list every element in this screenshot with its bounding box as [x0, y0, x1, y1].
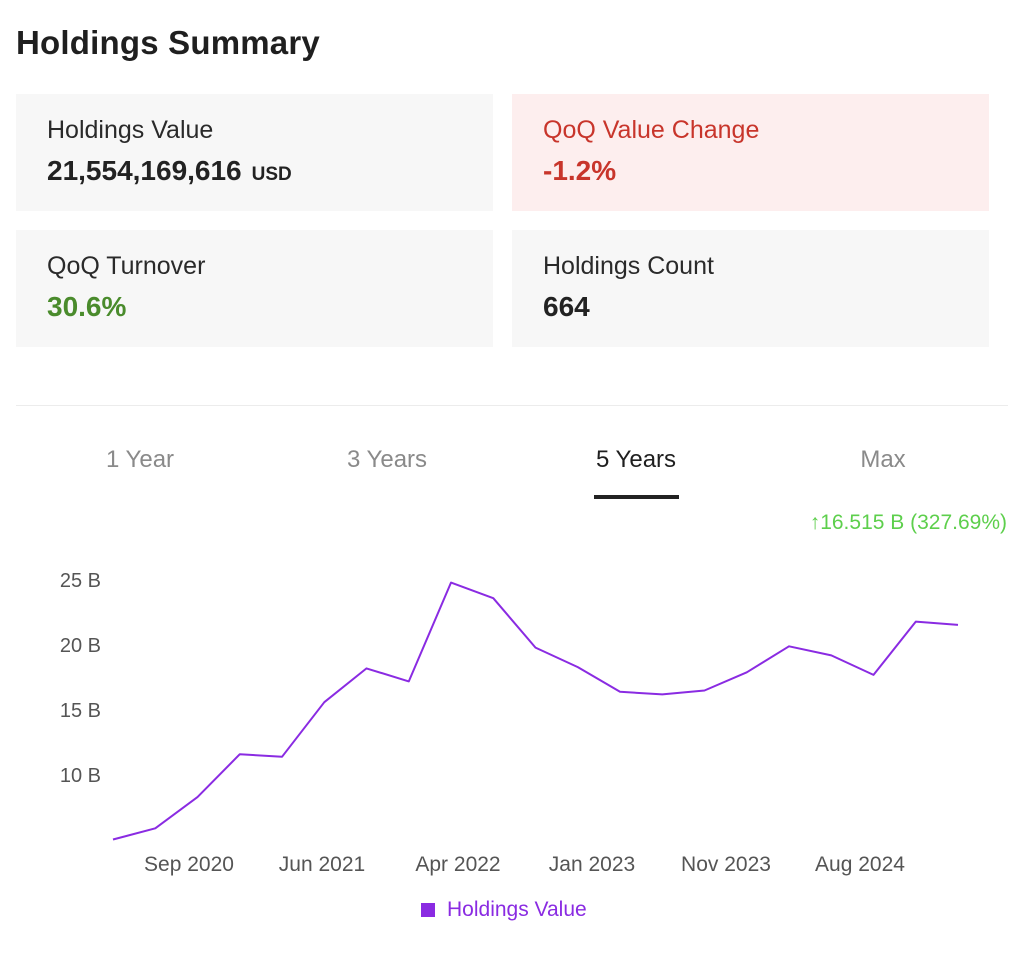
data-point[interactable] [195, 794, 201, 800]
holdings-value-label: Holdings Value [47, 116, 214, 144]
y-tick-label: 10 B [60, 765, 101, 787]
data-point[interactable] [152, 825, 158, 831]
period-change-text: 16.515 B (327.69%) [820, 511, 1007, 534]
data-point[interactable] [533, 645, 539, 651]
holdings-value-chart: 10 B 15 B 20 B 25 B Sep 2020 Jun 2021 Apr 2022… [60, 570, 961, 876]
qoq-value-change-label: QoQ Value Change [543, 116, 760, 144]
up-arrow-icon: ↑ [809, 511, 821, 534]
x-tick-label: Jun 2021 [279, 853, 365, 876]
tab-5-years[interactable]: 5 Years [595, 446, 677, 473]
tab-max[interactable]: Max [860, 446, 906, 473]
page-title: Holdings Summary [16, 24, 320, 61]
data-point[interactable] [913, 619, 919, 625]
data-point[interactable] [828, 652, 834, 658]
data-point[interactable] [448, 580, 454, 586]
qoq-value-change-amount: -1.2% [543, 155, 617, 186]
data-point[interactable] [617, 689, 623, 695]
holdings-count-label: Holdings Count [543, 252, 714, 280]
data-point[interactable] [321, 699, 327, 705]
qoq-value-change-card: QoQ Value Change -1.2% [512, 94, 989, 211]
data-point[interactable] [279, 754, 285, 760]
y-tick-label: 25 B [60, 570, 101, 592]
holdings-count-card: Holdings Count 664 [512, 230, 989, 347]
data-point[interactable] [702, 688, 708, 694]
holdings-value-card: Holdings Value 21,554,169,616 USD [16, 94, 493, 211]
holdings-value-number: 21,554,169,616 [47, 155, 242, 186]
data-point[interactable] [786, 643, 792, 649]
chart-legend[interactable]: Holdings Value [421, 898, 587, 922]
tab-3-years[interactable]: 3 Years [346, 446, 428, 473]
x-tick-label: Sep 2020 [144, 853, 234, 876]
data-point[interactable] [364, 665, 370, 671]
data-point[interactable] [955, 622, 961, 628]
qoq-turnover-amount: 30.6% [47, 291, 127, 322]
x-tick-label: Aug 2024 [815, 853, 905, 876]
period-change-summary: ↑16.515 B (327.69%) [810, 511, 1007, 535]
y-tick-label: 20 B [60, 635, 101, 657]
active-tab-indicator [594, 495, 679, 499]
data-point[interactable] [490, 595, 496, 601]
section-divider [16, 405, 1008, 406]
data-point[interactable] [575, 664, 581, 670]
holdings-value-amount: 21,554,169,616 USD [47, 155, 292, 187]
tab-1-year[interactable]: 1 Year [105, 446, 175, 473]
x-tick-label: Nov 2023 [681, 853, 771, 876]
data-point[interactable] [110, 836, 116, 842]
holdings-count-amount: 664 [543, 291, 590, 322]
data-point[interactable] [659, 691, 665, 697]
y-tick-label: 15 B [60, 700, 101, 722]
qoq-turnover-label: QoQ Turnover [47, 252, 206, 280]
holdings-value-series-line [112, 581, 959, 841]
holdings-value-unit: USD [251, 164, 292, 185]
legend-swatch [421, 903, 435, 917]
legend-label: Holdings Value [447, 898, 587, 921]
data-point[interactable] [871, 672, 877, 678]
x-tick-label: Jan 2023 [549, 853, 635, 876]
data-point[interactable] [406, 678, 412, 684]
data-point[interactable] [744, 669, 750, 675]
x-tick-label: Apr 2022 [415, 853, 500, 876]
qoq-turnover-card: QoQ Turnover 30.6% [16, 230, 493, 347]
data-point[interactable] [237, 751, 243, 757]
